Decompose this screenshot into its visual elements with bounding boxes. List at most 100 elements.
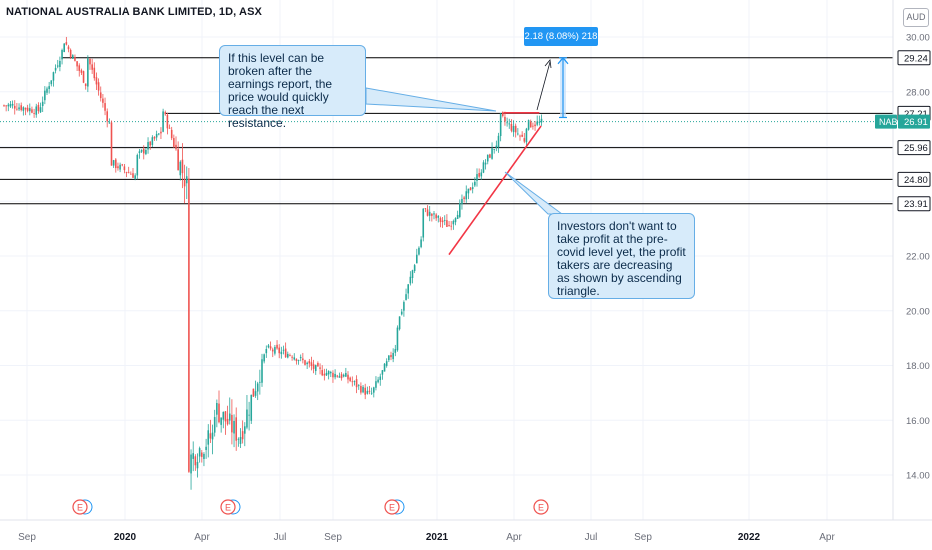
candle-body — [67, 46, 70, 50]
candle-body — [265, 349, 268, 354]
candle-body — [26, 107, 29, 111]
candle-body — [231, 414, 233, 433]
candle-body — [50, 80, 53, 85]
candle-body — [336, 375, 339, 377]
candle-body — [9, 104, 12, 107]
earnings-marker[interactable] — [533, 499, 549, 515]
time-tick-label: Sep — [18, 532, 36, 543]
candle-body — [375, 381, 377, 388]
earnings-marker[interactable] — [220, 499, 236, 515]
candle-body — [192, 453, 194, 459]
candle-body — [493, 149, 495, 150]
candle-body — [130, 173, 132, 175]
candle-body — [224, 411, 227, 422]
candle-body — [476, 174, 478, 181]
candle-body — [263, 354, 265, 362]
currency-label[interactable]: AUD — [903, 8, 929, 27]
level-label-box — [897, 171, 931, 187]
candle-body — [95, 77, 98, 85]
candle-body — [523, 138, 526, 142]
candle-body — [512, 125, 515, 133]
candle-body — [506, 122, 508, 124]
candle-body — [233, 420, 235, 434]
candle-body — [119, 164, 121, 170]
candle-body — [437, 215, 440, 218]
candle-body — [383, 363, 386, 372]
candle-body — [155, 133, 158, 138]
candle-body — [446, 220, 448, 227]
candle-body — [381, 370, 384, 375]
candle-body — [486, 154, 489, 162]
candle-body — [179, 161, 182, 176]
candle-body — [517, 133, 519, 135]
time-tick-label: 2021 — [426, 532, 449, 543]
price-tick-label: 16.00 — [906, 416, 930, 427]
trendline[interactable] — [448, 125, 542, 256]
candle-body — [465, 191, 468, 200]
candle-body — [463, 197, 465, 200]
candle-body — [426, 209, 429, 216]
candle-body — [287, 353, 289, 358]
candle-body — [403, 302, 405, 311]
candle-body — [345, 372, 347, 377]
candle-body — [211, 432, 214, 440]
candle-body — [325, 372, 328, 376]
candle-body — [209, 433, 212, 439]
level-label: 23.91 — [904, 199, 928, 210]
candle-body — [246, 409, 248, 428]
candle-body — [181, 159, 184, 174]
candle-body — [400, 311, 403, 315]
candle-body — [235, 417, 237, 441]
callout-ascending-triangle[interactable]: Investors don't want to take profit at t… — [548, 213, 695, 299]
price-range-label[interactable]: 2.18 (8.08%) 218 — [524, 27, 598, 46]
candle-body — [469, 187, 472, 191]
candle-body — [439, 218, 442, 222]
candle-body — [188, 178, 190, 472]
candle-body — [177, 149, 179, 171]
candle-body — [125, 172, 128, 173]
callout-resistance[interactable]: If this level can be broken after the ea… — [219, 45, 366, 130]
candle-body — [416, 254, 418, 264]
candle-body — [52, 72, 55, 81]
candle-body — [327, 371, 330, 375]
candle-body — [117, 166, 119, 169]
candle-body — [291, 356, 293, 358]
candle-body — [56, 65, 59, 67]
candle-body — [72, 55, 74, 59]
candle-body — [24, 107, 27, 110]
candle-body — [5, 105, 7, 107]
candle-body — [147, 142, 149, 150]
candle-body — [312, 364, 315, 369]
candle-body — [295, 358, 298, 362]
candle-body — [435, 214, 437, 219]
candle-body — [422, 208, 425, 238]
candle-body — [142, 148, 145, 154]
candle-body — [504, 116, 506, 122]
candle-body — [418, 247, 420, 255]
candle-body — [319, 367, 321, 369]
candle-body — [474, 181, 476, 186]
candle-body — [314, 365, 317, 372]
candle-body — [396, 327, 399, 351]
candle-body — [16, 108, 18, 110]
earnings-marker-label: E — [225, 503, 231, 513]
arrow-line[interactable] — [536, 61, 551, 111]
candle-body — [80, 70, 83, 73]
candle-body — [106, 111, 108, 122]
candle-body — [366, 390, 369, 394]
candle-body — [443, 220, 446, 221]
candle-body — [482, 162, 485, 173]
candle-body — [220, 417, 222, 425]
candle-body — [424, 208, 427, 210]
candle-body — [310, 362, 313, 366]
candle-body — [293, 357, 296, 360]
candle-body — [76, 61, 78, 67]
candle-body — [280, 351, 283, 355]
candle-body — [33, 113, 35, 114]
candle-body — [355, 379, 358, 388]
earnings-marker[interactable] — [384, 499, 400, 515]
price-range-arrow — [557, 56, 569, 65]
current-price-label: 26.91 — [904, 117, 928, 128]
earnings-marker[interactable] — [72, 499, 88, 515]
